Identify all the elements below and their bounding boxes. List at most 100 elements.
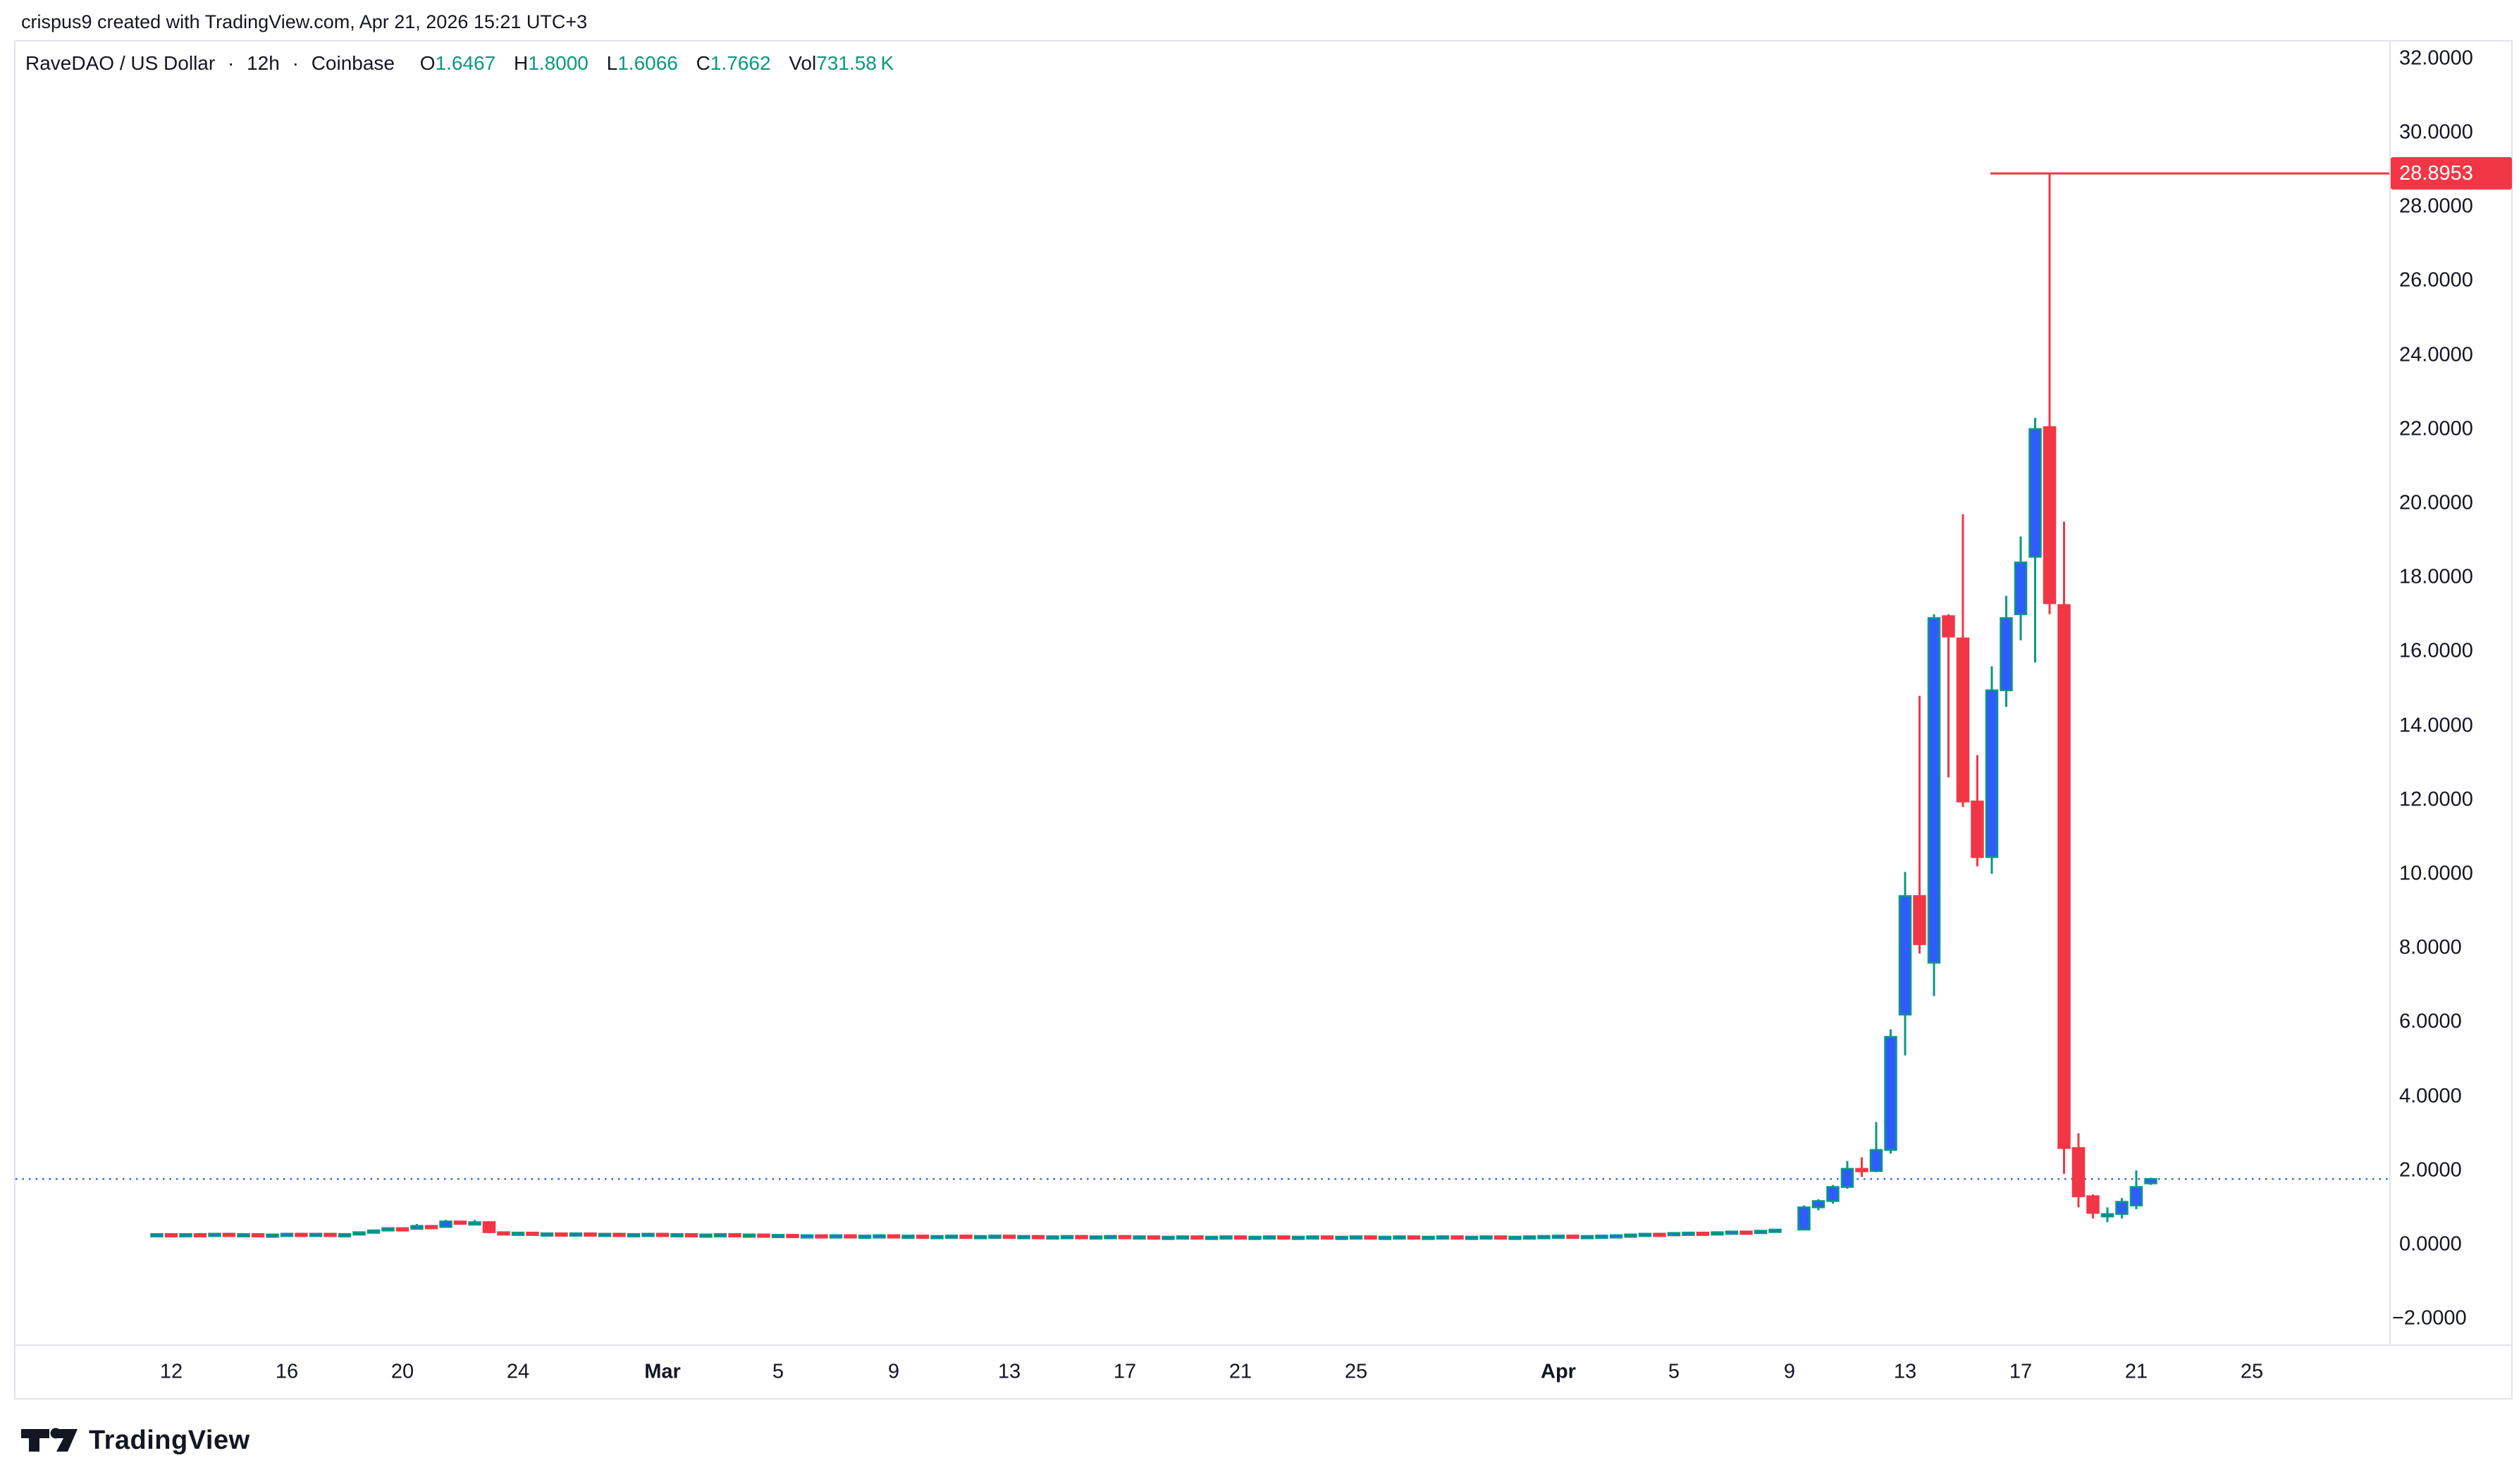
candle-body — [1811, 1200, 1825, 1208]
candle-body — [1407, 1235, 1421, 1240]
legend-symbol[interactable]: RaveDAO / US Dollar — [25, 52, 216, 74]
legend-open: O1.6467 — [419, 52, 496, 74]
time-axis-label: 25 — [1344, 1360, 1368, 1383]
candle-body — [771, 1234, 785, 1239]
candle-body — [453, 1220, 467, 1225]
price-axis-label: 12.0000 — [2399, 788, 2473, 811]
candle-body — [1133, 1235, 1146, 1240]
candle-body — [2071, 1146, 2086, 1197]
candle-body — [208, 1232, 221, 1237]
legend-separator-2: · — [292, 52, 299, 74]
candle-body — [179, 1233, 192, 1238]
candle-body — [2043, 426, 2057, 605]
candle-body — [1725, 1230, 1739, 1235]
candle-body — [858, 1235, 872, 1239]
candle-body — [1393, 1235, 1406, 1240]
candle-body — [684, 1233, 698, 1238]
price-axis-label: −2.0000 — [2392, 1306, 2467, 1330]
candle-body — [1595, 1235, 1608, 1239]
candle-body — [1320, 1235, 1334, 1240]
time-axis-label: 9 — [1783, 1360, 1796, 1383]
price-axis-label: 30.0000 — [2399, 120, 2473, 144]
legend-interval[interactable]: 12h — [247, 52, 280, 74]
chart-legend[interactable]: RaveDAO / US Dollar · 12h · Coinbase O1.… — [25, 52, 894, 75]
candle-body — [1046, 1235, 1059, 1240]
candle-body — [2014, 561, 2028, 616]
candle-body — [1638, 1232, 1652, 1237]
candle-body — [251, 1233, 265, 1238]
candle-body — [237, 1233, 250, 1238]
candle-body — [1422, 1235, 1435, 1240]
candle-body — [655, 1232, 670, 1237]
candle-body — [1031, 1235, 1045, 1239]
time-axis-label: 16 — [275, 1360, 299, 1383]
candle-body — [1248, 1235, 1262, 1240]
candle-body — [1768, 1228, 1782, 1233]
price-axis-label: 26.0000 — [2399, 268, 2473, 292]
tradingview-logo[interactable]: TradingView — [20, 1425, 250, 1456]
candle-body — [1436, 1235, 1450, 1240]
candle-body — [757, 1233, 770, 1238]
candle-body — [1349, 1235, 1363, 1240]
candle-body — [1335, 1235, 1348, 1240]
candle-body — [1017, 1235, 1030, 1239]
candle-body — [555, 1232, 568, 1237]
price-line-label: 28.8953 — [2391, 157, 2512, 190]
candle-body — [1826, 1186, 1840, 1202]
time-axis[interactable]: 12 16 20 24 Mar 5 9 13 17 21 25 Apr 5 9 13 17 21 25 — [14, 1346, 2513, 1398]
legend-high: H1.8000 — [513, 52, 589, 74]
candle-body — [800, 1234, 814, 1239]
time-axis-label: Apr — [1541, 1360, 1576, 1383]
tradingview-logo-text: TradingView — [89, 1425, 250, 1455]
candle-body — [1624, 1233, 1637, 1238]
legend-volume: Vol731.58 K — [789, 52, 894, 74]
candle-body — [540, 1232, 554, 1237]
candle-bodies-layer — [150, 426, 2157, 1240]
candle-body — [367, 1229, 381, 1234]
price-axis-label: 28.0000 — [2399, 194, 2473, 218]
legend-separator-1: · — [227, 52, 235, 74]
price-axis-separator — [2389, 40, 2391, 1346]
candle-body — [670, 1233, 684, 1238]
candle-body — [844, 1234, 857, 1239]
time-axis-label: 25 — [2240, 1360, 2264, 1383]
candle-body — [612, 1232, 626, 1237]
candle-body — [728, 1233, 741, 1238]
attribution-text: crispus9 created with TradingView.com, A… — [21, 11, 588, 32]
candle-body — [1566, 1235, 1579, 1239]
time-axis-label: 21 — [1228, 1360, 1252, 1383]
candle-body — [497, 1231, 510, 1236]
candle-body — [164, 1233, 178, 1238]
price-axis-label: 6.0000 — [2399, 1010, 2462, 1033]
candle-body — [1913, 895, 1926, 946]
candle-body — [468, 1221, 481, 1226]
candle-body — [1060, 1235, 1074, 1239]
time-axis-label: 12 — [159, 1360, 183, 1383]
candle-body — [988, 1235, 1002, 1239]
candle-body — [916, 1235, 930, 1239]
candle-body — [829, 1234, 843, 1239]
candle-body — [930, 1235, 944, 1239]
time-axis-label: 9 — [887, 1360, 900, 1383]
candle-body — [641, 1232, 655, 1237]
candle-body — [1797, 1206, 1811, 1231]
candle-body — [1162, 1235, 1175, 1240]
time-axis-label: 13 — [1893, 1360, 1917, 1383]
candle-body — [1002, 1235, 1016, 1239]
candle-body — [1956, 637, 1970, 803]
candle-body — [1205, 1235, 1219, 1240]
candle-body — [959, 1235, 973, 1239]
candle-body — [2100, 1213, 2114, 1218]
candle-body — [1551, 1235, 1565, 1239]
candle-body — [1233, 1235, 1248, 1240]
candle-body — [1898, 895, 1912, 1016]
candle-body — [295, 1232, 308, 1237]
price-axis-label: 20.0000 — [2399, 491, 2473, 514]
legend-exchange[interactable]: Coinbase — [311, 52, 395, 74]
candle-body — [1190, 1235, 1204, 1240]
time-axis-label: 5 — [772, 1360, 784, 1383]
candle-body — [786, 1234, 799, 1239]
price-axis[interactable]: 32.0000 30.0000 28.0000 26.0000 24.0000 22.00… — [2389, 40, 2519, 1344]
candle-body — [1277, 1235, 1291, 1240]
